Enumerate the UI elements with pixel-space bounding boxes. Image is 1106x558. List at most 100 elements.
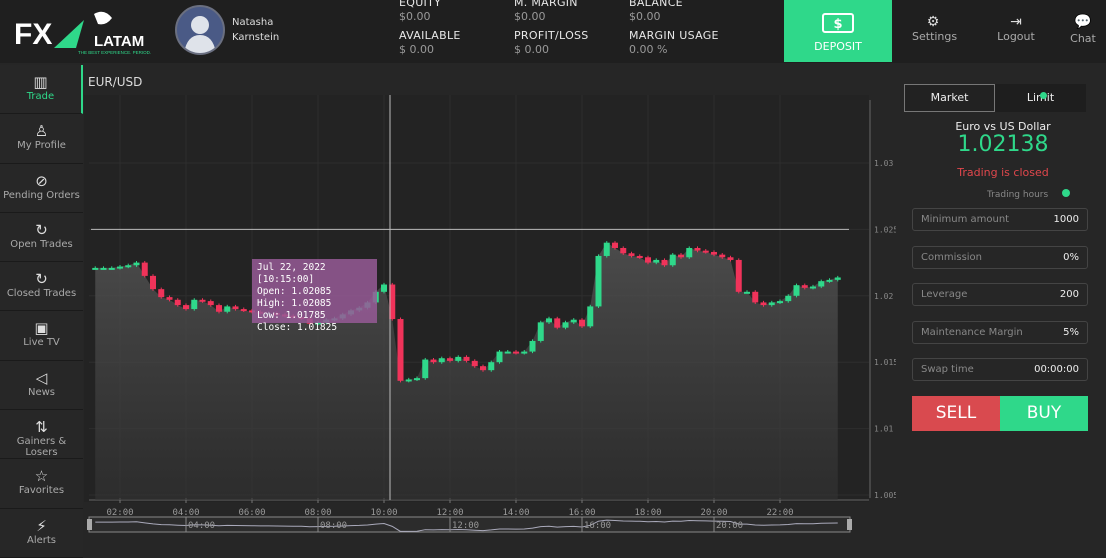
closed-trade-icon: ↻ [35,270,48,289]
x-tick-label: 12:00 [436,508,463,518]
candle [92,267,99,270]
x-tick-label: 08:00 [304,508,331,518]
y-tick-label: 1.01 [874,425,893,434]
candle [719,254,726,258]
sidebar-item-open-trades[interactable]: ↻ Open Trades [0,212,83,263]
info-icon [1062,189,1071,197]
candle [694,247,701,251]
navigator-tick-label: 16:00 [584,521,611,531]
candle [463,356,470,361]
candle [603,242,610,256]
field-minimum-amount: Minimum amount 1000 [912,208,1088,231]
candle [100,267,107,270]
x-tick-label: 18:00 [634,508,661,518]
candle [562,322,569,328]
candle [620,247,627,254]
navigator-handle-right[interactable] [847,519,852,530]
logout-button[interactable]: ⇥ Logout [997,14,1035,43]
candle [521,351,528,354]
svg-text:THE BEST EXPERIENCE. PERIOD.: THE BEST EXPERIENCE. PERIOD. [78,50,151,55]
order-type-tabs: Market Limit [904,84,1086,112]
candle [117,266,123,269]
current-price: 1.02138 [957,132,1049,157]
candle [653,259,660,263]
candle [447,358,453,361]
candle [199,299,206,302]
tab-market[interactable]: Market [904,84,995,112]
chart-bars-icon: ▥ [33,73,48,91]
deposit-button[interactable]: $ DEPOSIT [784,0,892,62]
ohlc-tooltip: Jul 22, 2022 [10:15:00] Open: 1.02085 Hi… [252,259,377,333]
candle [735,259,742,292]
chart-area[interactable]: 1.03 1.025 1.02 1.015 1.01 1.005 02:00 04:00 06:… [84,65,896,543]
stat-margin-usage: MARGIN USAGE 0.00 % [629,29,719,56]
deposit-label: DEPOSIT [814,40,862,53]
timer-icon: ⊘ [35,171,48,190]
settings-button[interactable]: ⚙ Settings [912,14,958,43]
candle [768,302,775,306]
candlestick-chart[interactable]: 1.03 1.025 1.02 1.015 1.01 1.005 02:00 04:00 06:… [84,65,896,543]
candle [183,305,189,310]
candle [752,291,759,303]
price-area [95,242,838,500]
field-swap-time: Swap time 00:00:00 [912,358,1088,381]
fx-latam-logo[interactable]: FX LATAM THE BEST EXPERIENCE. PERIOD. [14,10,164,56]
navigator-tick-label: 20:00 [716,521,743,531]
candle [397,319,404,381]
candle [232,306,239,310]
sidebar-item-pending-orders[interactable]: ⊘ Pending Orders [0,163,83,213]
navigator-tick-label: 04:00 [188,521,215,531]
candle [636,255,643,258]
candle [793,285,800,296]
candle [125,265,132,268]
chat-button[interactable]: 💬 Chat [1068,14,1098,45]
buy-button[interactable]: BUY [1000,396,1088,431]
sidebar-item-closed-trades[interactable]: ↻ Closed Trades [0,262,83,312]
stat-balance: BALANCE $0.00 [629,0,683,23]
candle [158,289,165,298]
top-bar: FX LATAM THE BEST EXPERIENCE. PERIOD. Na… [0,0,1106,63]
candle [389,284,396,320]
sell-button[interactable]: SELL [912,396,1000,431]
candle [480,366,486,371]
tab-limit[interactable]: Limit [995,84,1086,112]
sidebar-item-my-profile[interactable]: ♙ My Profile [0,114,83,164]
sidebar-item-favorites[interactable]: ☆ Favorites [0,459,83,509]
sidebar-item-live-tv[interactable]: ▣ Live TV [0,311,83,361]
sidebar-item-trade[interactable]: ▥ Trade [0,65,83,115]
star-icon: ☆ [34,467,49,486]
candle [488,362,495,371]
navigator-tick-label: 08:00 [320,521,347,531]
trading-hours-link[interactable]: Trading hours [987,189,1071,200]
svg-text:$: $ [833,17,842,32]
last-name: Karnstein [232,32,280,43]
megaphone-icon: ◁ [35,368,48,387]
candle [191,299,198,310]
field-commission: Commission 0% [912,246,1088,269]
user-silhouette-icon [184,16,216,53]
svg-text:LATAM: LATAM [94,33,144,50]
stat-profit-loss: PROFIT/LOSS $ 0.00 [514,29,589,56]
x-tick-label: 20:00 [700,508,727,518]
candle [224,306,231,312]
candle [150,275,156,290]
arrows-icon: ⇅ [35,418,48,437]
avatar[interactable] [175,5,225,55]
navigator-handle-left[interactable] [87,519,92,530]
candle [587,306,594,327]
y-tick-label: 1.005 [874,491,896,500]
trading-status: Trading is closed [957,166,1049,179]
sidebar-item-gainers-losers[interactable]: ⇅ Gainers & Losers [0,410,83,460]
tooltip-low: Low: 1.01785 [257,310,326,321]
candle [595,255,602,307]
x-tick-label: 10:00 [370,508,397,518]
candle [513,351,519,354]
candle [744,291,750,294]
x-tick-label: 06:00 [238,508,265,518]
sidebar-item-alerts[interactable]: ⚡ Alerts [0,508,83,558]
candle [554,318,561,328]
field-leverage: Leverage 200 [912,283,1088,306]
candle [455,356,462,361]
sidebar-item-news[interactable]: ◁ News [0,360,83,411]
candle [785,295,792,302]
